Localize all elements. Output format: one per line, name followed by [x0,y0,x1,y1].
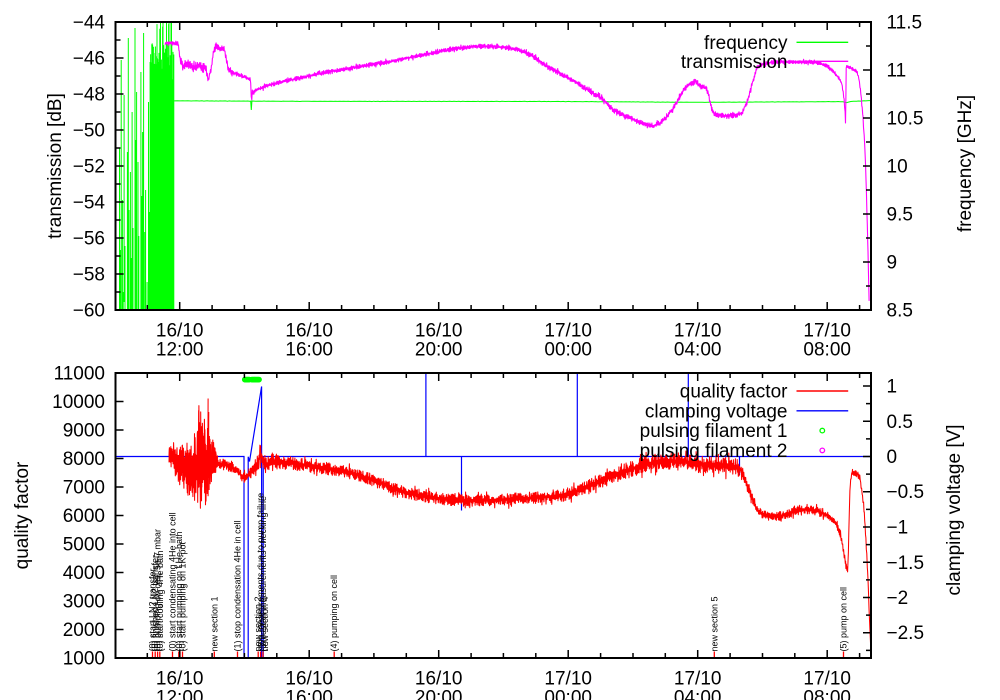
svg-text:9: 9 [887,253,898,274]
svg-text:16/10: 16/10 [156,321,204,342]
svg-text:17/10: 17/10 [674,321,722,342]
svg-text:−44: −44 [73,13,106,34]
svg-text:17/10: 17/10 [803,321,851,342]
svg-text:transmission: transmission [681,52,788,73]
svg-text:(3) restart measurements check: (3) restart measurements checking line [258,496,268,652]
svg-text:04:00: 04:00 [674,340,722,361]
svg-text:0: 0 [887,447,898,468]
svg-text:(0) start condensating 4He int: (0) start condensating 4He into cell [168,512,178,651]
svg-text:clamping voltage [V]: clamping voltage [V] [944,424,965,595]
svg-text:9.5: 9.5 [887,205,913,226]
svg-text:17/10: 17/10 [803,669,851,690]
svg-text:00:00: 00:00 [544,340,592,361]
svg-text:9000: 9000 [63,421,105,442]
svg-text:17/10: 17/10 [544,321,592,342]
svg-text:(0) start pumping on LHe-bath: (0) start pumping on LHe-bath [174,531,184,651]
svg-text:new section 4: new section 4 [260,596,270,651]
svg-text:−0.5: −0.5 [887,482,925,503]
svg-text:new section 5: new section 5 [709,596,719,651]
svg-text:16:00: 16:00 [285,340,333,361]
svg-text:new section 2: new section 2 [253,596,263,651]
svg-text:−48: −48 [73,85,105,106]
svg-text:16/10: 16/10 [285,321,333,342]
svg-text:16/10: 16/10 [415,321,463,342]
svg-text:transmission [dB]: transmission [dB] [45,93,66,239]
svg-text:−54: −54 [73,193,106,214]
svg-text:16/10: 16/10 [285,669,333,690]
svg-text:08:00: 08:00 [803,340,851,361]
svg-text:frequency [GHz]: frequency [GHz] [955,95,976,232]
svg-text:10000: 10000 [52,392,105,413]
svg-text:10.5: 10.5 [887,109,924,130]
svg-text:(5) pump on cell: (5) pump on cell [839,587,849,652]
svg-text:(0) start LN2 transfer: (0) start LN2 transfer [148,568,158,651]
svg-text:4000: 4000 [63,563,105,584]
svg-text:(0) start pumping on 1K-pot: (0) start pumping on 1K-pot [178,541,188,651]
svg-text:0.5: 0.5 [887,412,913,433]
svg-text:(0) start cooling 4He bath: (0) start cooling 4He bath [155,550,165,651]
svg-text:16:00: 16:00 [285,688,333,700]
svg-text:−1: −1 [887,518,909,539]
svg-text:−1.5: −1.5 [887,553,925,574]
svg-text:3000: 3000 [63,592,105,613]
svg-text:stop measurements due to pump: stop measurements due to pump failure [256,493,266,652]
svg-text:1: 1 [887,377,898,398]
svg-text:8000: 8000 [63,449,105,470]
svg-text:20:00: 20:00 [415,340,463,361]
svg-text:12:00: 12:00 [156,340,204,361]
svg-text:12:00: 12:00 [156,688,204,700]
svg-text:08:00: 08:00 [803,688,851,700]
svg-text:8.5: 8.5 [887,301,913,322]
svg-text:04:00: 04:00 [674,688,722,700]
svg-text:−52: −52 [73,157,105,178]
svg-text:frequency: frequency [704,33,788,54]
svg-text:(1) stop condensation 4He in c: (1) stop condensation 4He in cell [233,520,243,651]
svg-text:17/10: 17/10 [544,669,592,690]
svg-text:new section 1: new section 1 [209,596,219,651]
svg-text:(0) pumping on cell, 5e-7 mbar: (0) pumping on cell, 5e-7 mbar [153,529,163,652]
svg-text:quality factor: quality factor [680,382,788,403]
svg-text:−56: −56 [73,229,105,250]
svg-text:−2.5: −2.5 [887,623,925,644]
svg-text:5000: 5000 [63,535,105,556]
svg-text:11: 11 [887,61,907,82]
svg-text:17/10: 17/10 [674,669,722,690]
svg-text:pulsing filament 2: pulsing filament 2 [640,441,788,462]
svg-text:00:00: 00:00 [544,688,592,700]
svg-text:clamping voltage: clamping voltage [645,402,788,423]
svg-text:11.5: 11.5 [887,13,923,34]
svg-text:11000: 11000 [54,364,105,385]
svg-text:16/10: 16/10 [415,669,463,690]
svg-text:(4) pumping on cell: (4) pumping on cell [329,575,339,652]
svg-text:−46: −46 [73,49,105,70]
svg-text:(0) finished LN2 transfer: (0) finished LN2 transfer [150,555,160,652]
svg-text:−2: −2 [887,588,909,609]
svg-text:2000: 2000 [63,620,105,641]
svg-text:quality factor: quality factor [12,461,33,569]
svg-text:20:00: 20:00 [415,688,463,700]
svg-text:−60: −60 [73,301,105,322]
svg-text:−50: −50 [73,121,105,142]
svg-text:1000: 1000 [63,649,105,670]
svg-text:pulsing filament 1: pulsing filament 1 [640,421,788,442]
svg-text:16/10: 16/10 [156,669,204,690]
svg-text:10: 10 [887,157,908,178]
svg-text:7000: 7000 [63,478,105,499]
svg-text:−58: −58 [73,265,105,286]
svg-text:6000: 6000 [63,506,105,527]
